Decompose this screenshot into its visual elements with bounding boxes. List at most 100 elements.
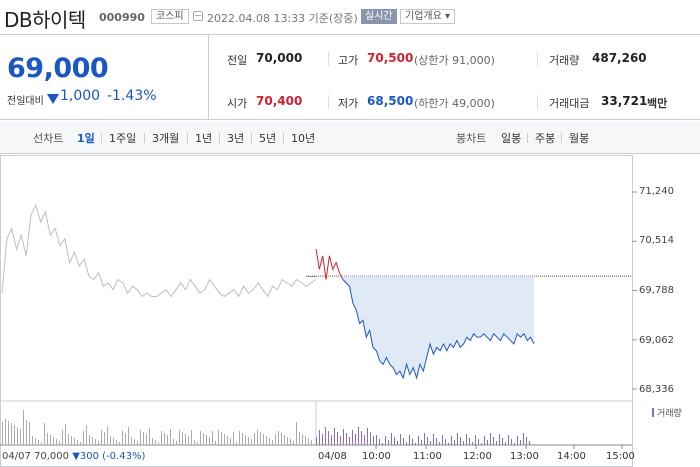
volume-bar <box>328 431 329 445</box>
volume-bar <box>110 436 111 445</box>
tab-monthly-candle[interactable]: 월봉 <box>569 132 590 145</box>
volume-bar <box>128 427 129 445</box>
today-line-up <box>315 248 344 280</box>
divider <box>187 133 188 143</box>
volume-bar <box>14 425 15 445</box>
volume-bar <box>379 439 380 445</box>
divider <box>328 52 329 66</box>
volume-bar <box>104 432 105 445</box>
volume-bar <box>391 433 392 445</box>
volume-bar <box>137 441 138 445</box>
tab-3m[interactable]: 3개월 <box>152 132 180 145</box>
tab-10y[interactable]: 10년 <box>291 132 316 145</box>
current-price: 69,000 <box>7 53 109 84</box>
x-tick: 11:00 <box>413 451 442 462</box>
price-chart[interactable]: 71,240 70,514 69,788 69,062 68,336 거래량 0… <box>0 155 700 467</box>
volume-bar <box>373 436 374 445</box>
tab-3y[interactable]: 3년 <box>227 132 245 145</box>
volume-bar <box>484 436 485 445</box>
tab-1w[interactable]: 1주일 <box>109 132 137 145</box>
volume-bar <box>376 435 377 445</box>
volume-bar <box>499 434 500 445</box>
tab-1y[interactable]: 1년 <box>195 132 213 145</box>
volume-bar <box>490 433 491 445</box>
tab-5y[interactable]: 5년 <box>259 132 277 145</box>
divider <box>101 133 102 143</box>
prev-day-line <box>1 203 317 298</box>
volume-bar <box>436 438 437 445</box>
volume-bar <box>176 441 177 445</box>
volume-bar <box>287 437 288 445</box>
volume-bar <box>463 441 464 445</box>
volume-bar <box>92 437 93 445</box>
volume-bar <box>173 439 174 445</box>
volume-bar <box>77 440 78 445</box>
chart-canvas <box>0 155 637 467</box>
volume-bar <box>224 434 225 445</box>
volume-bar <box>35 438 36 445</box>
volume-bar <box>197 442 198 445</box>
volume-bar <box>101 430 102 445</box>
volume-bar <box>41 442 42 445</box>
volume-bar <box>400 434 401 445</box>
volume-bar <box>448 443 449 445</box>
prev-day-change: ▼300 <box>72 451 99 462</box>
volume-bar <box>20 429 21 445</box>
volume-bar <box>194 440 195 445</box>
volume-bar <box>191 430 192 445</box>
volume-bar <box>230 438 231 445</box>
prev-day-close: 70,000 <box>34 451 70 462</box>
volume-bar <box>311 440 312 445</box>
volume-bar <box>269 438 270 445</box>
volume-bar <box>430 441 431 445</box>
volume-bar <box>418 436 419 445</box>
volume-bar <box>502 438 503 445</box>
volume-bar <box>65 424 66 445</box>
volume-bar <box>146 434 147 445</box>
volume-bar <box>529 441 530 445</box>
volume-bar <box>343 429 344 445</box>
volume-bar <box>143 432 144 445</box>
quote-datetime: 2022.04.08 13:33 기준(장중) <box>207 12 358 25</box>
volume-bar <box>487 440 488 445</box>
volume-bar <box>272 440 273 445</box>
stock-header: DB하이텍 000990 코스피 2022.04.08 13:33 기준(장중)… <box>0 0 700 34</box>
volume-bar <box>155 440 156 445</box>
down-triangle-icon <box>47 94 59 104</box>
quote-panel: 69,000 전일대비 1,000 -1.43% 전일 70,000 고가 70… <box>0 34 700 120</box>
volume-bar <box>299 432 300 445</box>
volume-bar <box>478 439 479 445</box>
volume-bar <box>47 433 48 445</box>
prev-day-pct: (-0.43%) <box>102 451 146 462</box>
tab-weekly-candle[interactable]: 주봉 <box>535 132 556 145</box>
volume-bar <box>385 436 386 445</box>
divider <box>144 133 145 143</box>
volume-bar <box>382 443 383 445</box>
volume-bar <box>131 437 132 445</box>
volume-bar <box>433 434 434 445</box>
volume-bar <box>239 431 240 445</box>
volume-bar <box>308 438 309 445</box>
volume-bar <box>227 436 228 445</box>
volume-legend: 거래량 <box>652 406 682 419</box>
x-tick: 15:00 <box>606 451 635 462</box>
tab-daily-candle[interactable]: 일봉 <box>501 132 522 145</box>
company-info-button[interactable]: 기업개요 ▾ <box>400 9 455 24</box>
volume-bar <box>62 430 63 445</box>
low-label: 저가 <box>338 97 359 110</box>
tab-1d[interactable]: 1일 <box>77 132 95 145</box>
volume-bar <box>32 436 33 445</box>
volume-bar <box>319 430 320 445</box>
trade-amount-label: 거래대금 <box>549 97 590 110</box>
realtime-button[interactable]: 실시간 <box>361 9 397 24</box>
volume-bar <box>38 440 39 445</box>
stock-code: 000990 <box>99 11 145 24</box>
volume-bar <box>355 434 356 445</box>
volume-bar <box>364 435 365 445</box>
divider <box>283 133 284 143</box>
volume-bar <box>290 439 291 445</box>
volume-bar <box>293 441 294 445</box>
divider <box>561 133 562 143</box>
stock-name: DB하이텍 <box>4 8 86 32</box>
x-tick: 13:00 <box>510 451 539 462</box>
